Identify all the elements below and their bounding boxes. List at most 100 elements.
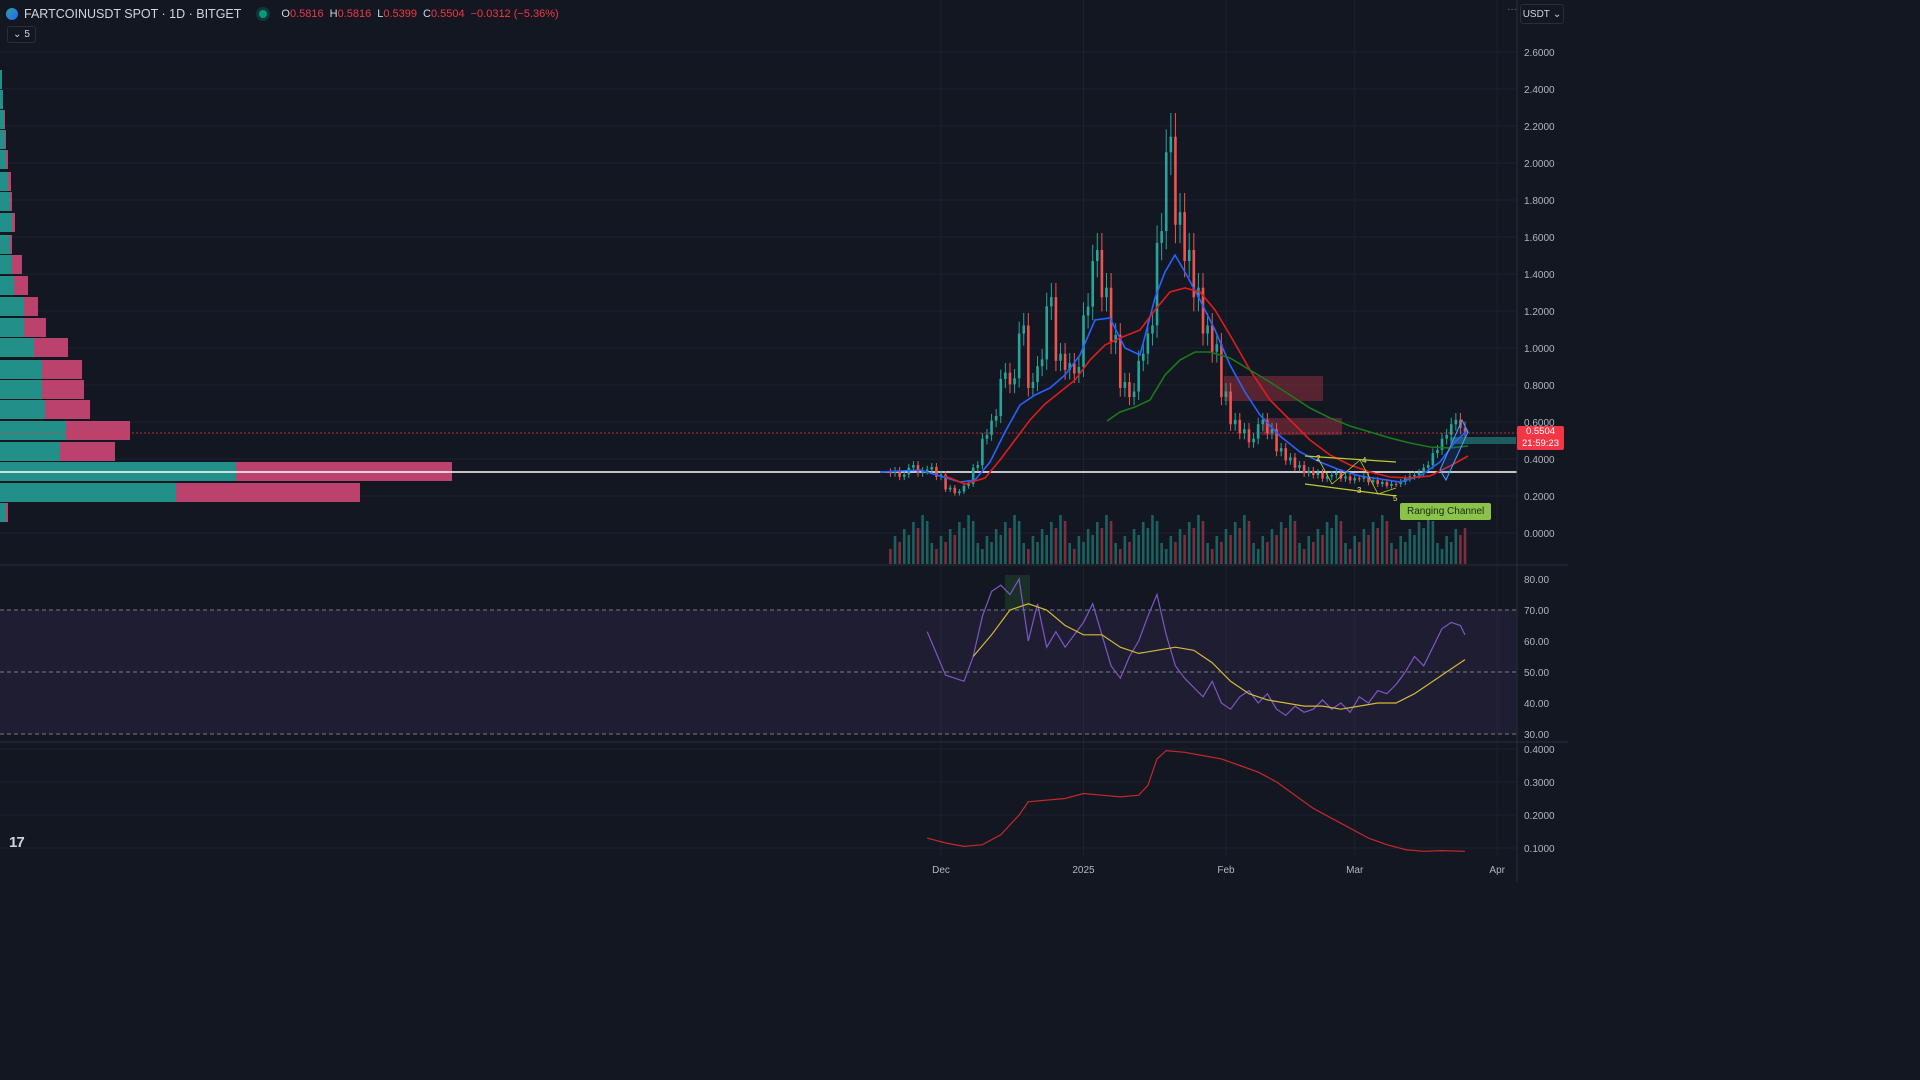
rsi-tick-label: 70.00 xyxy=(1524,606,1549,617)
candle-body xyxy=(1141,353,1145,361)
volume-bar xyxy=(1463,528,1467,564)
volume-bar xyxy=(1238,528,1242,564)
candle-body xyxy=(1376,480,1379,485)
market-status-icon[interactable] xyxy=(259,10,268,18)
time-tick-label: Feb xyxy=(1217,865,1235,876)
candle-body xyxy=(1358,478,1361,480)
channel-top-line[interactable] xyxy=(1304,455,1397,463)
volume-bar xyxy=(939,536,943,564)
candle-body xyxy=(1449,424,1453,435)
candle-body xyxy=(1289,457,1292,461)
third-indicator-pane xyxy=(927,749,1466,852)
volume-bar xyxy=(1426,515,1430,564)
channel-bottom-line[interactable] xyxy=(1304,483,1397,497)
volume-bar xyxy=(1169,536,1173,564)
volume-bar xyxy=(1022,543,1026,564)
volume-bar xyxy=(958,522,961,564)
tradingview-logo-icon[interactable]: 17 xyxy=(9,834,25,851)
profile-sell-bar xyxy=(60,442,115,461)
profile-buy-bar xyxy=(0,150,6,169)
volume-bars xyxy=(889,515,1467,564)
volume-bar xyxy=(1385,521,1389,564)
profile-buy-bar xyxy=(0,172,8,191)
candle-body xyxy=(1027,325,1030,388)
candle-body xyxy=(925,469,929,471)
profile-buy-bar xyxy=(0,360,42,379)
close-value: 0.5504 xyxy=(430,8,465,20)
wave-label-2: 2 xyxy=(1316,454,1321,463)
volume-bar xyxy=(1100,528,1104,564)
profile-buy-bar xyxy=(0,503,6,522)
candle-body xyxy=(1151,325,1154,334)
candle-body xyxy=(1086,306,1090,316)
candle-body xyxy=(1160,231,1163,243)
chevron-down-icon: ⌄ xyxy=(1552,8,1562,20)
volume-bar xyxy=(1105,515,1108,564)
candle-body xyxy=(1095,249,1099,262)
candle-body xyxy=(1399,482,1402,485)
volume-bar xyxy=(1095,522,1099,564)
candle-body xyxy=(1128,382,1131,398)
volume-bar xyxy=(1068,543,1072,564)
candle-body xyxy=(1077,366,1081,374)
candle-body xyxy=(1174,136,1177,225)
more-options-icon[interactable]: ··· xyxy=(1507,4,1517,15)
candle-body xyxy=(1440,438,1444,450)
profile-sell-bar xyxy=(24,297,38,316)
volume-bar xyxy=(1339,521,1343,564)
wave-label-5: 5 xyxy=(1393,494,1398,503)
chart-canvas[interactable]: 2 3 4 5 2.6000 2.4000 2.2000 2.0000 1.8000 1.… xyxy=(0,0,1568,882)
wave-label-4: 4 xyxy=(1362,456,1367,465)
candle-body xyxy=(1105,287,1108,298)
moving-averages xyxy=(879,253,1469,485)
candle-body xyxy=(1192,249,1196,298)
rising-channel[interactable] xyxy=(1439,418,1469,482)
rsi-tick-label: 40.00 xyxy=(1524,699,1549,710)
volume-bar xyxy=(1050,522,1053,564)
candle-body xyxy=(1100,249,1104,298)
price-tick-label: 1.6000 xyxy=(1524,233,1555,244)
volume-bar xyxy=(1362,529,1366,564)
profile-sell-bar xyxy=(6,150,8,169)
volume-bar xyxy=(1321,535,1324,564)
volume-bar xyxy=(1073,549,1076,564)
candle-body xyxy=(1123,382,1127,388)
low-value: 0.5399 xyxy=(383,8,417,20)
candle-body xyxy=(1243,429,1246,434)
volume-bar xyxy=(1256,549,1260,564)
price-tick-label: 0.6000 xyxy=(1524,418,1555,429)
ema-fast-line xyxy=(879,253,1469,483)
indicators-toggle-button[interactable]: ⌄ 5 xyxy=(7,26,36,43)
supply-zone xyxy=(1262,418,1342,435)
volume-bar xyxy=(1187,522,1191,564)
candle-body xyxy=(1073,363,1076,374)
volume-bar xyxy=(1440,549,1444,564)
profile-sell-bar xyxy=(12,255,22,274)
candle-body xyxy=(1146,333,1150,354)
volume-bar xyxy=(1298,543,1301,564)
wave-count-path xyxy=(1317,457,1397,495)
candle-body xyxy=(1040,359,1044,367)
profile-sell-bar xyxy=(6,503,8,522)
candle-body xyxy=(1316,472,1320,475)
volume-bar xyxy=(930,543,934,564)
profile-sell-bar xyxy=(14,276,28,295)
candle-body xyxy=(1353,478,1357,481)
candle-body xyxy=(889,471,892,474)
candle-body xyxy=(1187,249,1191,262)
volume-bar xyxy=(912,522,915,564)
volume-bar xyxy=(1201,521,1205,564)
currency-select[interactable]: USDT ⌄ xyxy=(1520,4,1564,24)
symbol-title[interactable]: FARTCOINUSDT SPOT · 1D · BITGET xyxy=(24,7,242,21)
ranging-channel-label[interactable]: Ranging Channel xyxy=(1400,503,1492,520)
candle-body xyxy=(1164,152,1168,232)
price-axis: 2.6000 2.4000 2.2000 2.0000 1.8000 1.6000 1.40… xyxy=(1524,48,1555,855)
candle-body xyxy=(1422,467,1425,473)
volume-bar xyxy=(1197,515,1200,564)
volume-bar xyxy=(1289,515,1292,564)
time-axis: Dec 2025 Feb Mar Apr xyxy=(932,865,1506,876)
profile-buy-bar xyxy=(0,213,12,232)
candle-body xyxy=(1201,287,1205,334)
candle-body xyxy=(1426,465,1430,468)
volume-bar xyxy=(1155,521,1159,564)
